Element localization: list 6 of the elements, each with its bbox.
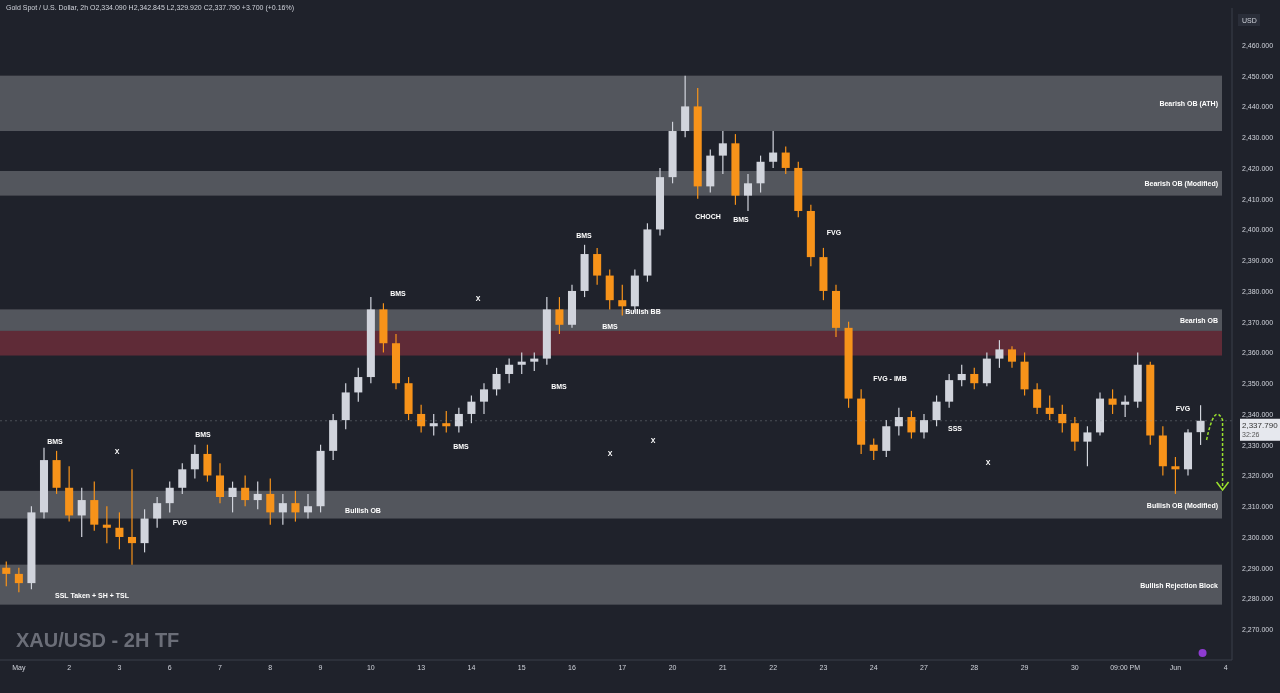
text: XAU/USD - 2H TF <box>16 629 180 651</box>
ref-line-label: 2,337.790 <box>1242 420 1279 430</box>
candlestick <box>555 296 564 335</box>
candlestick <box>995 339 1004 369</box>
candlestick <box>1083 425 1092 467</box>
candlestick <box>178 462 187 495</box>
